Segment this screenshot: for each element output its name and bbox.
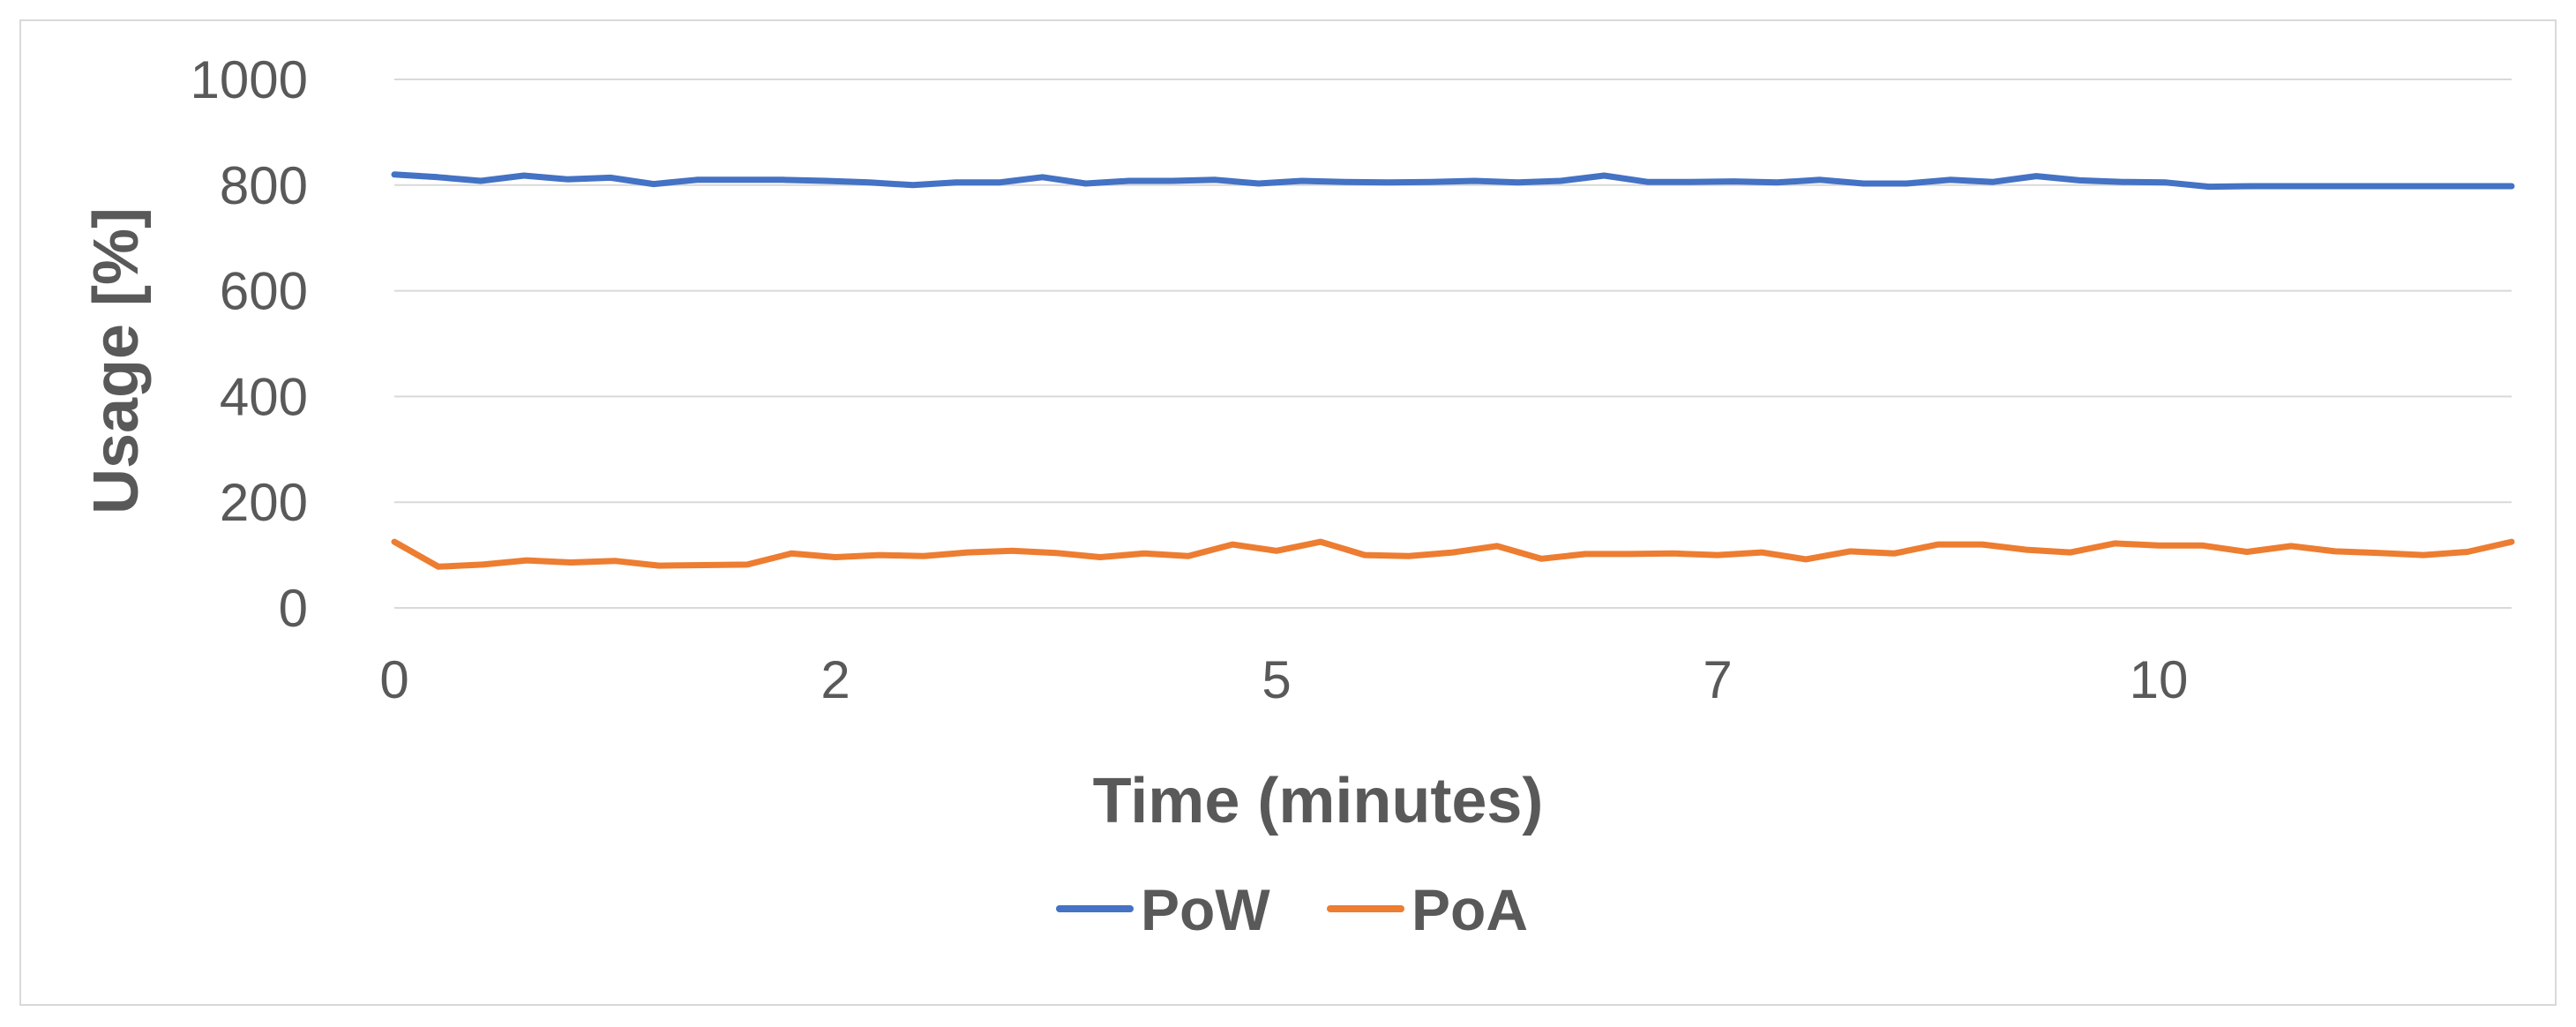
y-tick-label: 400 bbox=[220, 367, 308, 426]
x-axis-title: Time (minutes) bbox=[1093, 766, 1544, 836]
y-tick-label: 600 bbox=[220, 262, 308, 321]
x-tick-label: 5 bbox=[1262, 650, 1291, 709]
x-tick-label: 7 bbox=[1703, 650, 1732, 709]
y-tick-label: 1000 bbox=[191, 50, 308, 109]
series-lines bbox=[391, 171, 2515, 570]
y-tick-label: 200 bbox=[220, 473, 308, 532]
series-line-poa bbox=[391, 538, 2515, 570]
line-chart: 0 200 400 600 800 1000 0 2 5 7 10 Usage [%] Time … bbox=[81, 50, 2515, 942]
x-tick-label: 10 bbox=[2130, 650, 2189, 709]
y-tick-label: 800 bbox=[220, 156, 308, 215]
legend: PoW PoA bbox=[1056, 877, 1528, 942]
gridlines bbox=[394, 79, 2512, 609]
x-tick-label: 2 bbox=[820, 650, 850, 709]
y-tick-label: 0 bbox=[279, 579, 308, 638]
chart-frame: 0 200 400 600 800 1000 0 2 5 7 10 Usage [%] Time … bbox=[19, 19, 2557, 1006]
y-axis-title: Usage [%] bbox=[81, 207, 152, 514]
series-line-pow bbox=[391, 171, 2515, 191]
legend-label-poa: PoA bbox=[1412, 877, 1528, 942]
y-axis-ticks: 0 200 400 600 800 1000 bbox=[191, 50, 308, 638]
x-axis-ticks: 0 2 5 7 10 bbox=[379, 650, 2188, 709]
legend-label-pow: PoW bbox=[1141, 877, 1270, 942]
x-tick-label: 0 bbox=[379, 650, 408, 709]
